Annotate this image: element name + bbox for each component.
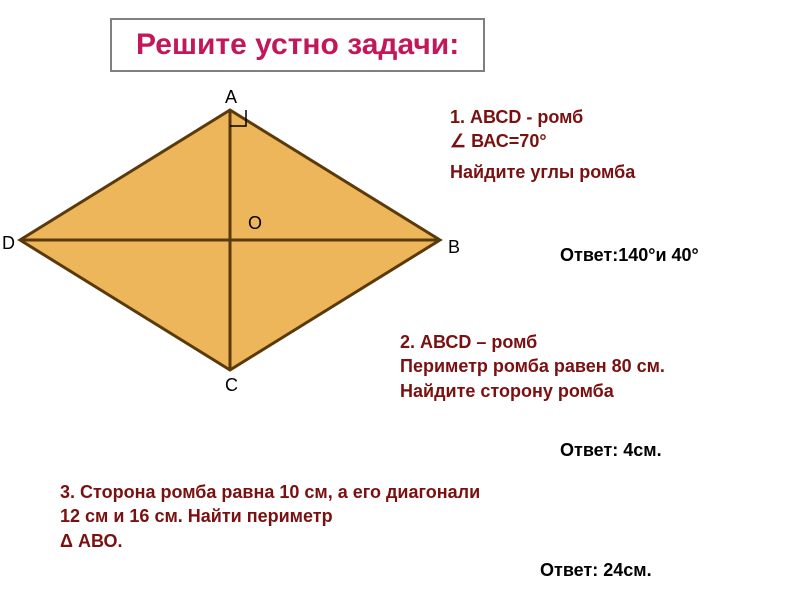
vertex-label-a: A (225, 87, 237, 108)
rhombus-diagram: A B C D O (0, 95, 460, 385)
vertex-label-o: O (248, 213, 262, 234)
answer-3: Ответ: 24см. (540, 560, 652, 581)
problem-1-line3: Найдите углы ромба (450, 160, 635, 184)
problem-1-line1: 1. АВСD - ромб (450, 105, 635, 129)
vertex-label-d: D (2, 233, 15, 254)
vertex-label-c: C (225, 375, 238, 396)
title-box: Решите устно задачи: (110, 18, 485, 72)
answer-2: Ответ: 4см. (560, 440, 662, 461)
problem-3-line3: Δ АВО. (60, 529, 480, 553)
problem-2: 2. АВСD – ромб Периметр ромба равен 80 с… (400, 330, 665, 403)
answer-1: Ответ:140°и 40° (560, 245, 699, 266)
problem-1-line2: ∠ ВАС=70° (450, 129, 635, 153)
angle-icon: ∠ (450, 129, 466, 153)
problem-3: 3. Сторона ромба равна 10 см, а его диаг… (60, 480, 480, 553)
problem-2-line2: Периметр ромба равен 80 см. (400, 354, 665, 378)
problem-3-line1: 3. Сторона ромба равна 10 см, а его диаг… (60, 480, 480, 504)
problem-3-line2: 12 см и 16 см. Найти периметр (60, 504, 480, 528)
problem-2-line1: 2. АВСD – ромб (400, 330, 665, 354)
page-title: Решите устно задачи: (136, 28, 459, 61)
rhombus-svg (0, 95, 460, 395)
problem-1: 1. АВСD - ромб ∠ ВАС=70° Найдите углы ро… (450, 105, 635, 184)
problem-1-line2-text: ВАС=70° (466, 131, 546, 151)
vertex-label-b: B (448, 237, 460, 258)
problem-2-line3: Найдите сторону ромба (400, 379, 665, 403)
